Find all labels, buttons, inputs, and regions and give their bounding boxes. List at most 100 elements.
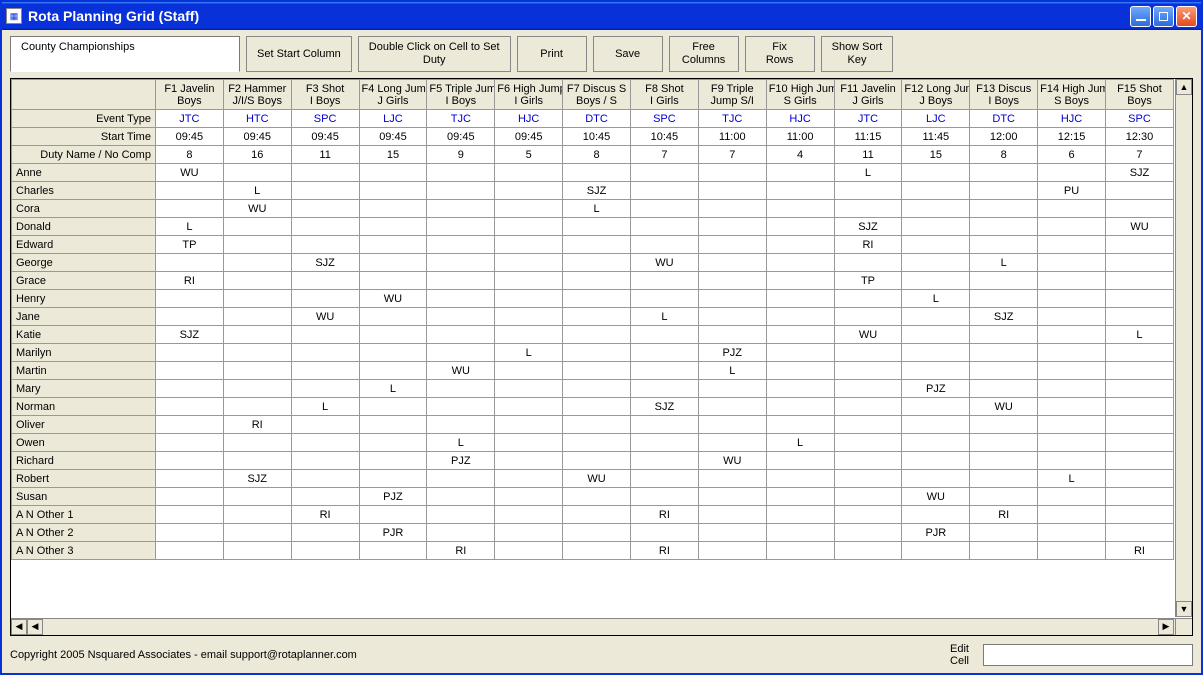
- grid-cell[interactable]: [1038, 326, 1106, 344]
- grid-cell[interactable]: [359, 398, 427, 416]
- grid-cell[interactable]: [970, 236, 1038, 254]
- grid-cell[interactable]: [630, 200, 698, 218]
- grid-cell[interactable]: [495, 200, 563, 218]
- grid-cell[interactable]: L: [834, 164, 902, 182]
- grid-cell[interactable]: [563, 254, 631, 272]
- grid-cell[interactable]: [427, 182, 495, 200]
- grid-cell[interactable]: [834, 542, 902, 560]
- grid-cell[interactable]: 9: [427, 146, 495, 164]
- grid-cell[interactable]: RI: [630, 542, 698, 560]
- grid-cell[interactable]: [698, 200, 766, 218]
- scroll-right-icon[interactable]: ▶: [1158, 619, 1174, 635]
- grid-cell[interactable]: HJC: [495, 110, 563, 128]
- scroll-up-icon[interactable]: ▲: [1176, 79, 1192, 95]
- grid-cell[interactable]: DTC: [563, 110, 631, 128]
- grid-cell[interactable]: [698, 272, 766, 290]
- grid-cell[interactable]: [223, 488, 291, 506]
- grid-cell[interactable]: [155, 434, 223, 452]
- grid-cell[interactable]: 09:45: [359, 128, 427, 146]
- grid-cell[interactable]: [1038, 308, 1106, 326]
- grid-cell[interactable]: [1105, 488, 1173, 506]
- grid-cell[interactable]: WU: [359, 290, 427, 308]
- grid-cell[interactable]: [834, 290, 902, 308]
- grid-cell[interactable]: [766, 200, 834, 218]
- grid-cell[interactable]: [563, 398, 631, 416]
- grid-cell[interactable]: [902, 452, 970, 470]
- grid-cell[interactable]: [902, 470, 970, 488]
- grid-cell[interactable]: 11: [291, 146, 359, 164]
- edit-cell-input[interactable]: [983, 644, 1193, 666]
- grid-cell[interactable]: [155, 362, 223, 380]
- col-header[interactable]: F7 Discus SBoys / S: [563, 80, 631, 110]
- grid-cell[interactable]: [630, 470, 698, 488]
- grid-cell[interactable]: [495, 308, 563, 326]
- grid-cell[interactable]: [155, 524, 223, 542]
- grid-cell[interactable]: [495, 290, 563, 308]
- grid-cell[interactable]: WU: [1105, 218, 1173, 236]
- grid-cell[interactable]: [223, 506, 291, 524]
- col-header[interactable]: F2 HammerJ/I/S Boys: [223, 80, 291, 110]
- grid-cell[interactable]: [766, 488, 834, 506]
- grid-cell[interactable]: [902, 182, 970, 200]
- grid-cell[interactable]: [834, 434, 902, 452]
- grid-cell[interactable]: WU: [563, 470, 631, 488]
- grid-cell[interactable]: [155, 416, 223, 434]
- grid-cell[interactable]: 09:45: [291, 128, 359, 146]
- grid-cell[interactable]: [495, 506, 563, 524]
- grid-cell[interactable]: [563, 488, 631, 506]
- grid-cell[interactable]: WU: [834, 326, 902, 344]
- col-header[interactable]: F5 Triple JumpI Boys: [427, 80, 495, 110]
- grid-cell[interactable]: L: [223, 182, 291, 200]
- grid-cell[interactable]: [427, 164, 495, 182]
- show-sort-key-button[interactable]: Show Sort Key: [821, 36, 894, 72]
- grid-cell[interactable]: [155, 182, 223, 200]
- grid-cell[interactable]: [291, 326, 359, 344]
- grid-cell[interactable]: [1105, 416, 1173, 434]
- grid-cell[interactable]: 4: [766, 146, 834, 164]
- grid-cell[interactable]: SPC: [630, 110, 698, 128]
- grid-cell[interactable]: 7: [1105, 146, 1173, 164]
- grid-cell[interactable]: [1105, 254, 1173, 272]
- grid-cell[interactable]: [563, 218, 631, 236]
- grid-cell[interactable]: [970, 164, 1038, 182]
- col-header[interactable]: F8 ShotI Girls: [630, 80, 698, 110]
- set-start-column-button[interactable]: Set Start Column: [246, 36, 352, 72]
- grid-cell[interactable]: [970, 488, 1038, 506]
- grid-cell[interactable]: WU: [223, 200, 291, 218]
- grid-cell[interactable]: L: [495, 344, 563, 362]
- scroll-down-icon[interactable]: ▼: [1176, 601, 1192, 617]
- grid-cell[interactable]: [630, 488, 698, 506]
- grid-cell[interactable]: [1038, 362, 1106, 380]
- grid-cell[interactable]: [1038, 452, 1106, 470]
- grid-cell[interactable]: [155, 452, 223, 470]
- minimize-button[interactable]: [1130, 6, 1151, 27]
- grid-cell[interactable]: SJZ: [970, 308, 1038, 326]
- grid-cell[interactable]: [427, 416, 495, 434]
- set-duty-hint-button[interactable]: Double Click on Cell to Set Duty: [358, 36, 511, 72]
- grid-cell[interactable]: [359, 434, 427, 452]
- grid-cell[interactable]: [155, 488, 223, 506]
- grid-cell[interactable]: [223, 380, 291, 398]
- grid-cell[interactable]: [223, 542, 291, 560]
- grid-cell[interactable]: WU: [902, 488, 970, 506]
- grid-cell[interactable]: [495, 470, 563, 488]
- grid-cell[interactable]: [495, 398, 563, 416]
- col-header[interactable]: F12 Long JumpJ Boys: [902, 80, 970, 110]
- grid-cell[interactable]: [902, 254, 970, 272]
- grid-cell[interactable]: 11: [834, 146, 902, 164]
- grid-cell[interactable]: [155, 380, 223, 398]
- grid-cell[interactable]: [970, 380, 1038, 398]
- grid-cell[interactable]: [698, 380, 766, 398]
- grid-cell[interactable]: [698, 506, 766, 524]
- grid-cell[interactable]: [291, 218, 359, 236]
- grid-cell[interactable]: [698, 434, 766, 452]
- grid-cell[interactable]: [563, 452, 631, 470]
- grid-cell[interactable]: [766, 362, 834, 380]
- col-header[interactable]: F1 JavelinBoys: [155, 80, 223, 110]
- col-header[interactable]: F3 ShotI Boys: [291, 80, 359, 110]
- grid-cell[interactable]: [766, 218, 834, 236]
- grid-cell[interactable]: [1105, 200, 1173, 218]
- grid-cell[interactable]: PJZ: [902, 380, 970, 398]
- grid-cell[interactable]: [495, 272, 563, 290]
- grid-cell[interactable]: [563, 416, 631, 434]
